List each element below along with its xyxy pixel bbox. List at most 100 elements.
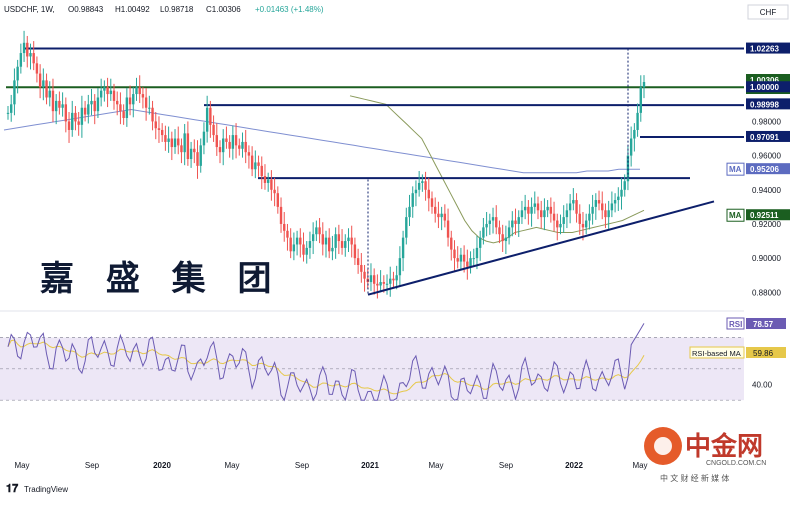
cngold-logo: 中金网 CNGOLD.COM.CN 中 文 财 经 新 媒 体 bbox=[644, 427, 766, 483]
level-value: 1.02263 bbox=[750, 45, 779, 54]
candle-body bbox=[536, 203, 540, 211]
candle-body bbox=[546, 206, 549, 211]
candle-body bbox=[408, 206, 411, 218]
candle-body bbox=[369, 275, 373, 283]
candle-body bbox=[565, 210, 569, 218]
candle-body bbox=[106, 87, 109, 95]
symbol-label: USDCHF, 1W, bbox=[4, 5, 55, 14]
candle-body bbox=[260, 165, 263, 177]
candle-body bbox=[581, 223, 585, 228]
tradingview-footer: 𝟏𝟕 TradingView bbox=[6, 483, 68, 495]
currency-label[interactable]: CHF bbox=[760, 8, 777, 17]
candle-body bbox=[305, 247, 308, 255]
candle-body bbox=[636, 112, 639, 130]
candle-body bbox=[19, 53, 23, 67]
trendline[interactable] bbox=[367, 200, 715, 296]
candle-body bbox=[189, 148, 193, 160]
candle-body bbox=[209, 107, 212, 125]
candle-body bbox=[292, 244, 296, 252]
candle-body bbox=[167, 138, 170, 142]
candle-body bbox=[170, 138, 174, 148]
candle-body bbox=[511, 220, 514, 228]
candle-body bbox=[498, 227, 501, 235]
candle-body bbox=[212, 124, 215, 136]
candle-body bbox=[376, 283, 379, 286]
candle-body bbox=[414, 189, 418, 194]
candle-body bbox=[556, 220, 559, 228]
candle-body bbox=[231, 135, 235, 149]
candle-body bbox=[112, 90, 116, 101]
candle-body bbox=[382, 282, 386, 284]
currency-box[interactable] bbox=[747, 4, 789, 20]
candle-body bbox=[196, 152, 199, 166]
candle-body bbox=[572, 200, 575, 204]
candle-body bbox=[218, 147, 222, 153]
candle-body bbox=[90, 100, 93, 105]
candle-body bbox=[29, 53, 32, 57]
tradingview-label: TradingView bbox=[24, 485, 68, 494]
candle-body bbox=[22, 42, 26, 54]
candle-body bbox=[295, 237, 299, 245]
candle-body bbox=[514, 220, 517, 224]
candle-body bbox=[344, 241, 347, 248]
candle-body bbox=[247, 152, 251, 156]
candle-body bbox=[578, 213, 581, 224]
time-tick-label: May bbox=[632, 461, 647, 470]
candle-body bbox=[10, 104, 13, 113]
candle-body bbox=[318, 227, 321, 235]
candle-body bbox=[202, 131, 206, 146]
candle-body bbox=[151, 107, 154, 122]
candle-body bbox=[437, 213, 440, 218]
candle-body bbox=[228, 141, 231, 149]
candle-body bbox=[234, 135, 238, 146]
candle-body bbox=[83, 107, 87, 115]
candle-body bbox=[623, 181, 626, 190]
candle-body bbox=[270, 179, 273, 190]
level-label: 0.98998 bbox=[746, 98, 790, 110]
candle-body bbox=[116, 100, 119, 105]
candle-body bbox=[6, 112, 10, 114]
candle-body bbox=[501, 234, 504, 242]
rsi-tick-label: 40.00 bbox=[752, 381, 773, 390]
candle-body bbox=[125, 97, 129, 118]
time-tick-label: 2020 bbox=[153, 461, 171, 470]
candle-body bbox=[286, 230, 289, 238]
candle-body bbox=[148, 107, 151, 109]
candle-body bbox=[591, 206, 594, 214]
candle-body bbox=[633, 129, 636, 139]
candle-body bbox=[299, 237, 302, 245]
candle-body bbox=[71, 112, 74, 130]
candle-body bbox=[543, 210, 546, 218]
ma-badge: MA bbox=[729, 211, 742, 220]
candle-body bbox=[315, 227, 318, 235]
watermark-text: 嘉 盛 集 团 bbox=[40, 259, 282, 299]
level-value: 0.97091 bbox=[750, 133, 779, 142]
ma-fast-line bbox=[349, 95, 645, 244]
candle-body bbox=[289, 237, 292, 252]
candle-body bbox=[26, 42, 29, 57]
candle-body bbox=[417, 182, 421, 190]
candle-body bbox=[488, 220, 492, 224]
candle-body bbox=[93, 100, 96, 112]
candle-body bbox=[642, 82, 646, 88]
level-value: 1.00000 bbox=[750, 83, 779, 92]
rsi-value: 78.57 bbox=[753, 320, 774, 329]
candle-body bbox=[617, 196, 620, 201]
candle-body bbox=[575, 200, 578, 214]
candle-body bbox=[160, 129, 164, 136]
level-label: 1.00000 bbox=[746, 81, 790, 93]
candle-body bbox=[520, 210, 524, 218]
time-tick-label: Sep bbox=[85, 461, 100, 470]
candle-body bbox=[180, 145, 183, 153]
candle-body bbox=[54, 100, 58, 112]
candle-body bbox=[308, 241, 312, 248]
candle-body bbox=[607, 210, 610, 218]
rsi-ma-label: RSI-based MA bbox=[692, 349, 741, 358]
candle-body bbox=[405, 217, 408, 238]
chart-header: USDCHF, 1W, O0.98843 H1.00492 L0.98718 C… bbox=[4, 4, 789, 20]
candle-body bbox=[99, 90, 103, 98]
rsi-ma-line bbox=[7, 339, 645, 395]
ma-badge: MA bbox=[729, 165, 742, 174]
cngold-site: CNGOLD.COM.CN bbox=[706, 460, 766, 467]
